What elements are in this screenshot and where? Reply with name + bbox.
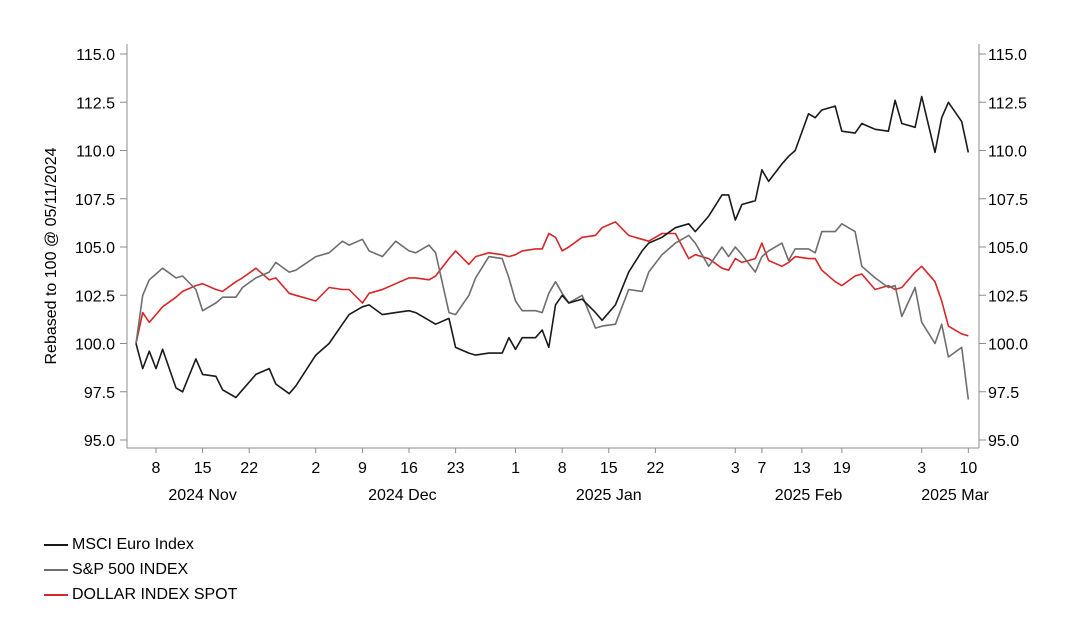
legend-swatch: [44, 593, 68, 596]
legend-label: DOLLAR INDEX SPOT: [72, 585, 238, 603]
x-tick-label: 8: [558, 460, 567, 477]
y-tick-label-left: 115.0: [76, 47, 115, 64]
chart-axes: 95.0 95.0 97.5 97.5 100.0 100.0 102.5 102.5 105.…: [75, 44, 1028, 504]
x-tick-label: 23: [447, 460, 465, 477]
x-tick-label: 10: [959, 460, 977, 477]
legend-item-s-p-500-index: S&P 500 INDEX: [44, 557, 237, 582]
x-tick-label: 3: [917, 460, 926, 477]
x-tick-label: 13: [793, 460, 811, 477]
x-month-label: 2025 Mar: [921, 487, 989, 504]
x-tick-label: 7: [757, 460, 766, 477]
chart-series-layer: [135, 95, 970, 400]
y-tick-label-right: 115.0: [988, 47, 1027, 64]
y-tick-label-right: 97.5: [988, 385, 1019, 402]
y-tick-label-left: 107.5: [75, 192, 115, 209]
x-month-label: 2025 Jan: [576, 487, 642, 504]
x-tick-label: 19: [833, 460, 851, 477]
x-tick-label: 15: [600, 460, 618, 477]
y-tick-label-left: 102.5: [75, 288, 115, 305]
y-tick-label-right: 95.0: [988, 433, 1019, 450]
x-tick-label: 15: [194, 460, 212, 477]
y-tick-label-left: 110.0: [76, 144, 115, 161]
y-tick-label-right: 112.5: [988, 95, 1027, 112]
y-tick-label-left: 100.0: [75, 337, 115, 354]
legend-swatch: [44, 543, 68, 546]
x-tick-label: 2: [311, 460, 320, 477]
y-tick-label-right: 102.5: [988, 288, 1028, 305]
x-tick-label: 3: [731, 460, 740, 477]
x-tick-label: 16: [400, 460, 418, 477]
y-tick-label-right: 107.5: [988, 192, 1028, 209]
x-month-label: 2024 Nov: [168, 487, 237, 504]
chart-legend: MSCI Euro Index S&P 500 INDEX DOLLAR INDEX…: [44, 532, 237, 607]
x-month-label: 2024 Dec: [368, 487, 437, 504]
y-tick-label-left: 97.5: [84, 385, 115, 402]
y-tick-label-left: 95.0: [84, 433, 115, 450]
x-tick-label: 22: [240, 460, 258, 477]
series-line-msci-euro-index: [135, 95, 970, 399]
y-tick-label-right: 110.0: [988, 144, 1027, 161]
x-tick-label: 8: [152, 460, 161, 477]
legend-swatch: [44, 568, 68, 571]
line-chart: 95.0 95.0 97.5 97.5 100.0 100.0 102.5 102.5 105.…: [43, 44, 1028, 504]
x-tick-label: 22: [646, 460, 664, 477]
series-line-dollar-index-spot: [135, 221, 969, 344]
legend-item-msci-euro-index: MSCI Euro Index: [44, 532, 237, 557]
y-axis-label: Rebased to 100 @ 05/11/2024: [43, 147, 60, 364]
y-tick-label-right: 100.0: [988, 337, 1028, 354]
legend-label: S&P 500 INDEX: [72, 560, 189, 578]
series-line-s-p-500-index: [135, 223, 970, 400]
y-tick-label-left: 105.0: [75, 240, 115, 257]
x-tick-label: 9: [358, 460, 367, 477]
y-tick-label-right: 105.0: [988, 240, 1028, 257]
x-month-label: 2025 Feb: [775, 487, 843, 504]
legend-item-dollar-index-spot: DOLLAR INDEX SPOT: [44, 582, 237, 607]
x-tick-label: 1: [511, 460, 520, 477]
legend-label: MSCI Euro Index: [72, 535, 194, 553]
y-tick-label-left: 112.5: [76, 95, 115, 112]
